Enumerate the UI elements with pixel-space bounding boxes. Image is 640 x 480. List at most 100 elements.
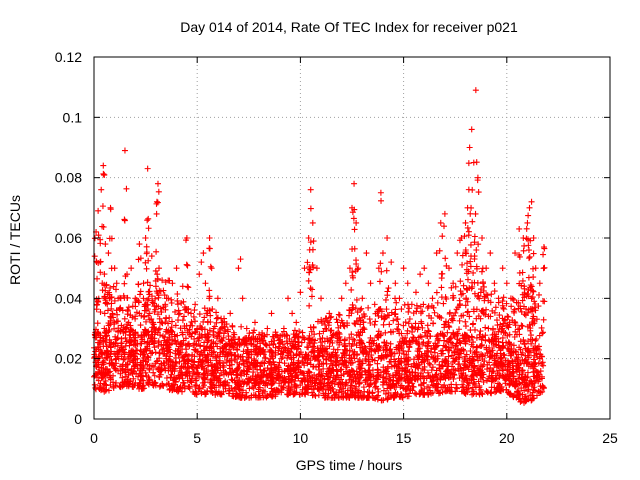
data-point	[219, 319, 226, 326]
data-point	[97, 347, 104, 354]
data-point	[161, 292, 168, 299]
data-point	[154, 180, 161, 187]
data-point	[409, 328, 416, 335]
data-point	[106, 235, 113, 242]
data-point	[496, 312, 503, 319]
data-point	[516, 380, 523, 387]
data-point	[295, 343, 302, 350]
data-point	[210, 332, 217, 339]
data-point	[488, 291, 495, 298]
data-point	[366, 374, 373, 381]
data-point	[174, 290, 181, 297]
data-point	[301, 265, 308, 272]
data-point	[471, 239, 478, 246]
data-point	[139, 385, 146, 392]
data-point	[400, 322, 407, 329]
data-point	[349, 392, 356, 399]
data-point	[350, 304, 357, 311]
data-point	[387, 376, 394, 383]
data-point	[151, 337, 158, 344]
data-point	[363, 250, 370, 257]
data-point	[157, 319, 164, 326]
data-point	[181, 382, 188, 389]
chart-title: Day 014 of 2014, Rate Of TEC Index for r…	[180, 19, 518, 35]
data-point	[130, 383, 137, 390]
data-point	[200, 250, 207, 257]
data-point	[101, 381, 108, 388]
data-point	[468, 376, 475, 383]
data-point	[235, 265, 242, 272]
data-point	[521, 358, 528, 365]
data-point	[122, 273, 129, 280]
data-point	[500, 294, 507, 301]
data-point	[459, 261, 466, 268]
data-point	[338, 366, 345, 373]
data-point	[342, 381, 349, 388]
data-point	[321, 376, 328, 383]
data-point	[276, 340, 283, 347]
data-point	[497, 350, 504, 357]
data-point	[376, 306, 383, 313]
data-point	[466, 313, 473, 320]
data-point	[540, 362, 547, 369]
data-point	[158, 309, 165, 316]
data-point	[284, 355, 291, 362]
data-point	[306, 373, 313, 380]
data-point	[181, 357, 188, 364]
data-point	[144, 217, 151, 224]
data-point	[362, 368, 369, 375]
data-point	[260, 387, 267, 394]
data-point	[142, 358, 149, 365]
data-point	[218, 315, 225, 322]
data-point	[483, 344, 490, 351]
data-point	[190, 361, 197, 368]
data-point	[500, 304, 507, 311]
data-point	[101, 172, 108, 179]
data-point	[119, 307, 126, 314]
data-point	[406, 315, 413, 322]
data-point	[462, 318, 469, 325]
data-point	[240, 367, 247, 374]
data-point	[465, 232, 472, 239]
data-point	[528, 295, 535, 302]
data-point	[285, 391, 292, 398]
data-point	[132, 295, 139, 302]
data-point	[151, 344, 158, 351]
data-point	[128, 326, 135, 333]
data-point	[120, 292, 127, 299]
data-point	[243, 393, 250, 400]
data-point	[314, 318, 321, 325]
data-point	[495, 295, 502, 302]
data-point	[469, 218, 476, 225]
x-tick-label: 25	[602, 430, 618, 446]
data-point	[272, 351, 279, 358]
data-point	[113, 307, 120, 314]
data-point	[157, 332, 164, 339]
data-point	[395, 345, 402, 352]
data-point	[341, 323, 348, 330]
data-point	[346, 307, 353, 314]
data-point	[349, 340, 356, 347]
data-point	[475, 241, 482, 248]
data-point	[430, 320, 437, 327]
data-point	[471, 233, 478, 240]
data-point	[131, 334, 138, 341]
data-point	[540, 251, 547, 258]
data-point	[388, 259, 395, 266]
data-point	[429, 389, 436, 396]
data-point	[530, 265, 537, 272]
data-point	[380, 397, 387, 404]
data-point	[210, 325, 217, 332]
data-point	[135, 332, 142, 339]
data-point	[146, 365, 153, 372]
data-point	[122, 369, 129, 376]
data-point	[518, 398, 525, 405]
data-point	[212, 366, 219, 373]
data-point	[443, 338, 450, 345]
data-point	[377, 189, 384, 196]
data-point	[510, 308, 517, 315]
data-point	[443, 363, 450, 370]
data-point	[184, 356, 191, 363]
data-point	[373, 346, 380, 353]
data-point	[417, 310, 424, 317]
